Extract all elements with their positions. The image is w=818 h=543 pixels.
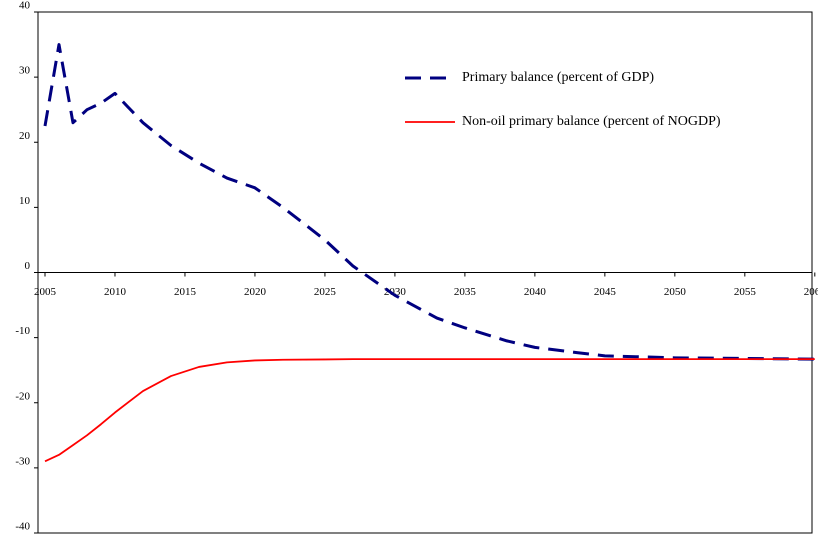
x-tick-label: 2020 xyxy=(244,286,267,298)
x-tick-label: 2015 xyxy=(174,286,197,298)
x-tick-label: 2050 xyxy=(664,286,687,298)
x-tick-label: 2025 xyxy=(314,286,337,298)
y-tick-label: 10 xyxy=(19,195,31,207)
y-tick-label: 30 xyxy=(19,65,31,77)
x-tick-label: 2040 xyxy=(524,286,547,298)
x-tick-label: 2045 xyxy=(594,286,617,298)
series-line xyxy=(43,43,815,361)
x-tick-label: 2055 xyxy=(734,286,757,298)
y-tick-label: -30 xyxy=(15,455,30,467)
series-line xyxy=(44,358,815,463)
y-tick-label: 40 xyxy=(19,0,31,12)
x-tick-label: 2035 xyxy=(454,286,477,298)
x-tick-label: 2005 xyxy=(34,286,57,298)
x-tick-label: 2060 xyxy=(804,286,818,298)
x-tick-label: 2010 xyxy=(104,286,127,298)
legend-label: Primary balance (percent of GDP) xyxy=(462,70,654,85)
y-tick-label: -20 xyxy=(15,390,30,402)
y-tick-label: 0 xyxy=(25,260,31,272)
y-tick-label: -40 xyxy=(15,521,30,533)
legend-label: Non-oil primary balance (percent of NOGD… xyxy=(462,114,721,129)
x-tick-label: 2030 xyxy=(384,286,407,298)
y-tick-label: -10 xyxy=(15,325,30,337)
y-tick-label: 20 xyxy=(19,130,31,142)
